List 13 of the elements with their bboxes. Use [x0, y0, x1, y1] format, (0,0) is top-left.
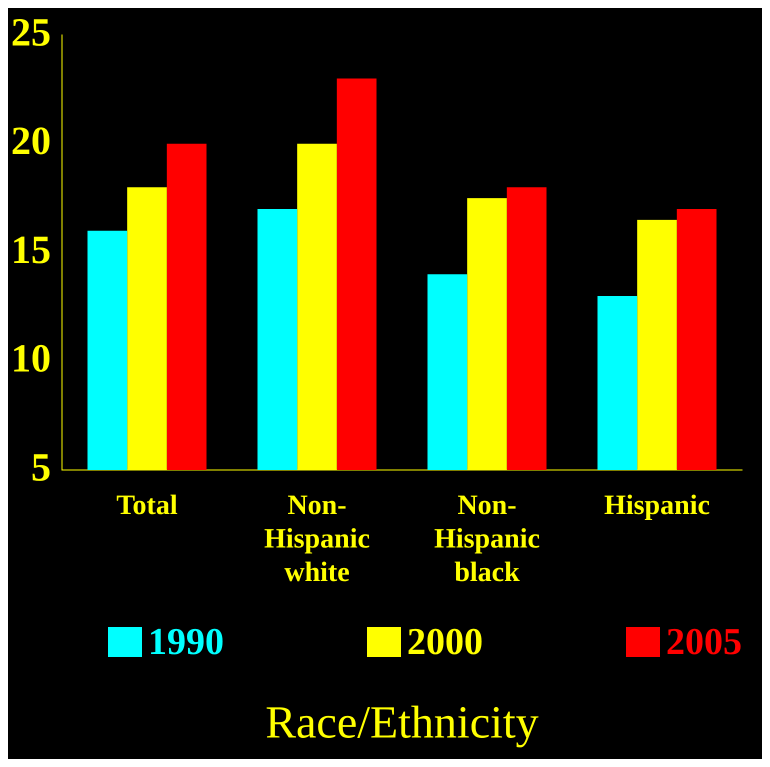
x-tick-label: Non-Hispanic black [434, 490, 540, 588]
x-tick-label: Non-Hispanic white [264, 490, 370, 588]
x-tick-label: Hispanic [604, 490, 710, 522]
y-tick-label: 25 [11, 9, 51, 54]
legend-label: 1990 [148, 620, 224, 664]
x-tick-label: Total [116, 490, 178, 522]
y-tick-label: 20 [11, 118, 51, 164]
y-tick-label: 5 [31, 444, 51, 490]
legend-label: 2005 [666, 620, 742, 664]
x-axis-title: Race/Ethnicity [265, 696, 539, 748]
y-tick-label: 10 [11, 336, 51, 381]
y-tick-label: 15 [11, 226, 51, 272]
legend-label: 2000 [407, 620, 483, 664]
